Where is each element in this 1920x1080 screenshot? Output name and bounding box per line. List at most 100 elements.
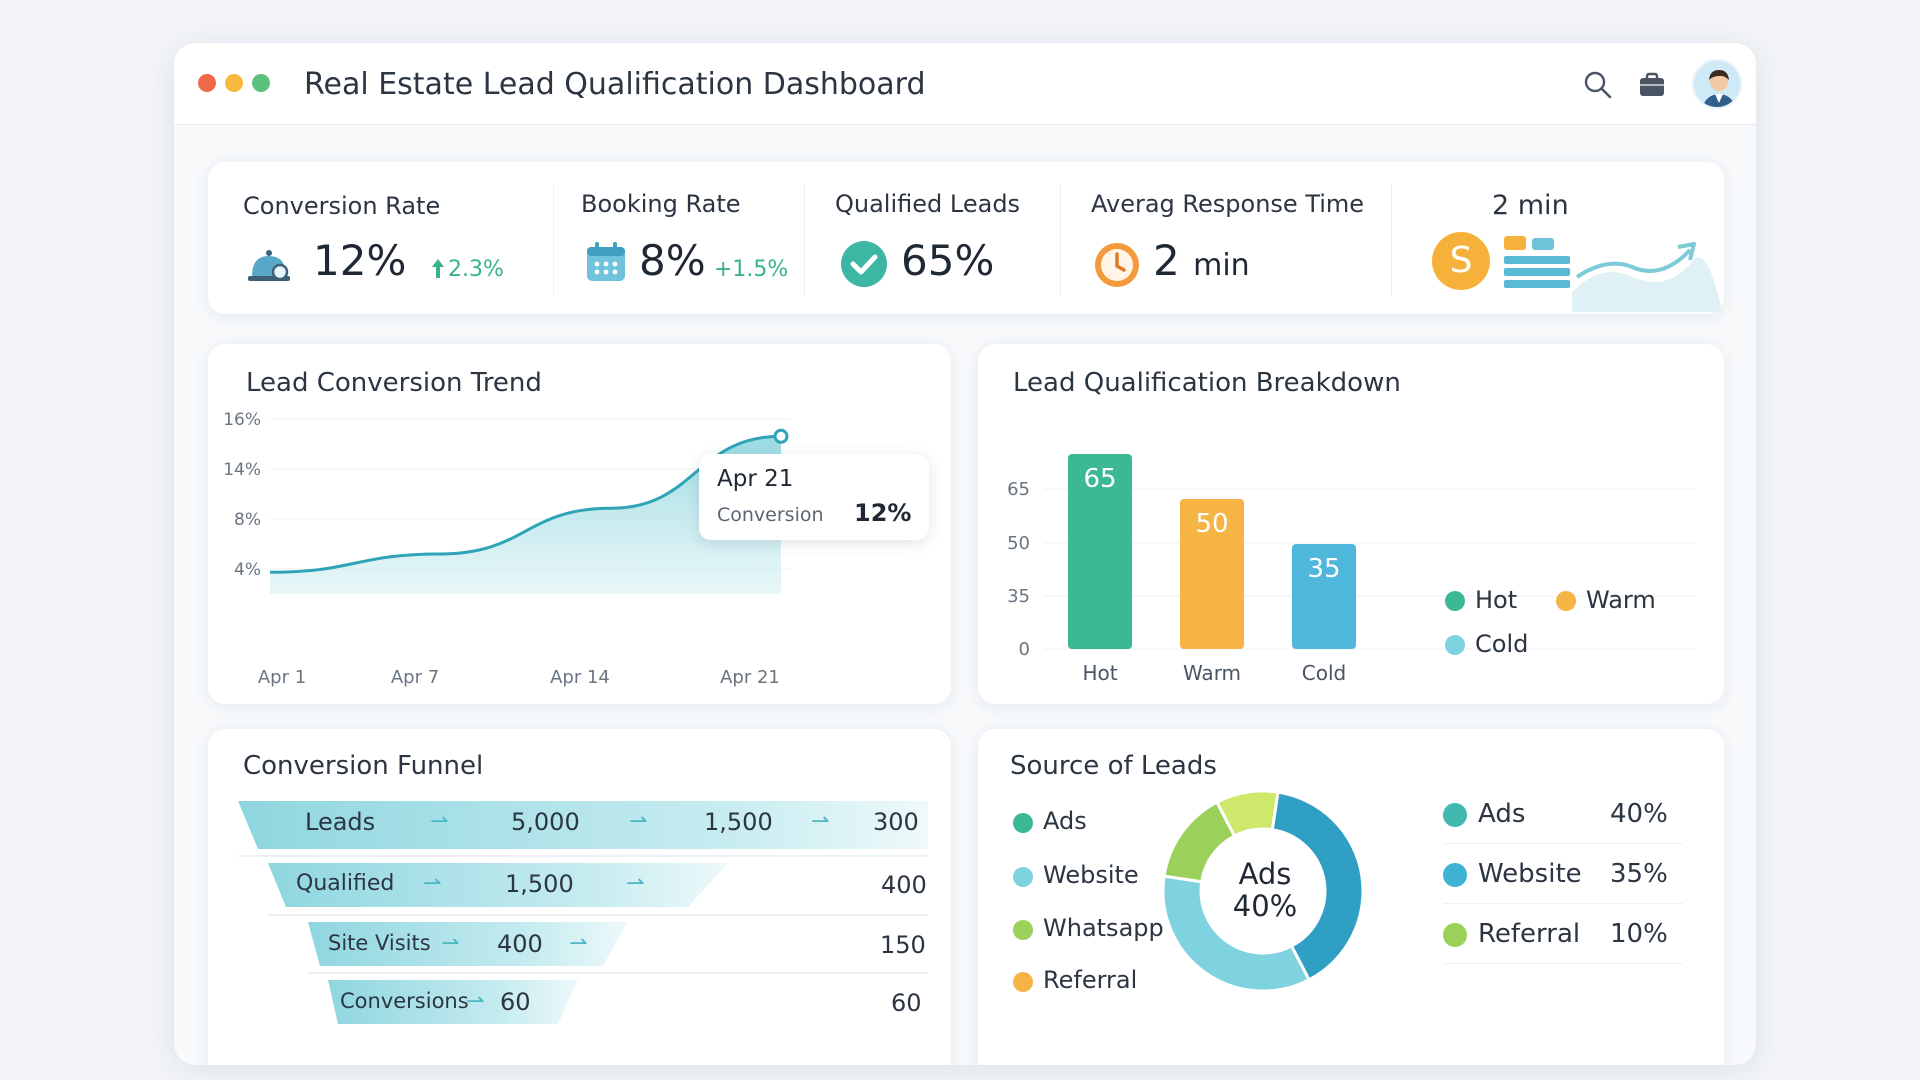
y-tick-label: 14%	[223, 460, 261, 480]
funnel-label-leads: Leads	[305, 808, 376, 836]
funnel-end-value: 400	[881, 871, 927, 899]
funnel-value: 60	[500, 988, 531, 1016]
donut-center-value: 40%	[1232, 889, 1298, 923]
response-value: 2	[1153, 236, 1180, 285]
x-tick-label: Warm	[1183, 661, 1241, 685]
funnel-value: 5,000	[511, 808, 580, 836]
legend-dot-referral	[1443, 923, 1467, 947]
x-tick-label: Apr 21	[720, 667, 780, 688]
calendar-icon	[587, 242, 625, 281]
kpi-conversion-rate: Conversion Rate 12% 2.3%	[208, 162, 553, 316]
tooltip-label: Conversion	[717, 504, 824, 526]
minimize-window-button[interactable]	[225, 74, 243, 92]
funnel-value: 1,500	[505, 870, 574, 898]
kpi-response-time: Averag Response Time 2 min	[1061, 162, 1391, 316]
arrow-right-icon: ⇀	[441, 931, 460, 956]
legend-label-ads: Ads	[1043, 807, 1087, 835]
bar-cold	[1292, 544, 1356, 649]
source-donut-chart[interactable]	[978, 729, 1726, 1066]
title-bar: Real Estate Lead Qualification Dashboard	[174, 43, 1756, 125]
lead-conversion-trend-card: Lead Conversion Trend 4% 8% 14% 16% Apr 1 Apr…	[207, 343, 952, 705]
kpi-label: Averag Response Time	[1091, 190, 1365, 218]
response-unit: min	[1193, 248, 1250, 283]
x-tick-label: Apr 1	[258, 667, 306, 688]
x-tick-label: Apr 14	[550, 667, 610, 688]
y-tick-label: 16%	[223, 410, 261, 430]
panel-title: Lead Conversion Trend	[246, 368, 542, 398]
dashboard-window: Real Estate Lead Qualification Dashboard…	[173, 42, 1757, 1066]
chart-tooltip: Apr 21 Conversion 12%	[699, 454, 929, 540]
y-tick-label: 4%	[234, 560, 261, 580]
legend-dot-ads	[1013, 813, 1033, 833]
legend-dot-whatsapp	[1013, 920, 1033, 940]
briefcase-icon[interactable]	[1636, 69, 1668, 101]
user-icon	[1694, 61, 1740, 107]
legend-dot-hot	[1445, 591, 1465, 611]
legend-value-ads: 40%	[1610, 799, 1668, 829]
bar-warm	[1180, 499, 1244, 649]
bar-value-label: 50	[1195, 509, 1228, 539]
arrow-right-icon: ⇀	[629, 809, 648, 834]
legend-label-referral: Referral	[1043, 966, 1138, 994]
arrow-right-icon: ⇀	[466, 989, 485, 1014]
y-tick-label: 8%	[234, 510, 261, 530]
trend-sparkline-icon	[1572, 242, 1722, 312]
legend-dot-website	[1013, 867, 1033, 887]
y-tick-label: 35	[1007, 586, 1030, 607]
legend-value-website: 35%	[1610, 859, 1668, 889]
kpi-value: 8%	[639, 236, 706, 285]
kpi-booking-rate: Booking Rate 8% +1.5%	[554, 162, 804, 316]
tooltip-date: Apr 21	[717, 466, 794, 492]
user-avatar[interactable]	[1692, 59, 1742, 109]
divider	[1060, 184, 1061, 296]
kpi-label: 2 min	[1492, 190, 1569, 221]
kpi-value: 65%	[901, 236, 995, 285]
legend-label-website: Website	[1043, 861, 1139, 889]
funnel-end-value: 60	[891, 989, 922, 1017]
funnel-end-value: 150	[880, 931, 926, 959]
arrow-right-icon: ⇀	[626, 871, 645, 896]
x-tick-label: Cold	[1302, 661, 1346, 685]
y-tick-label: 0	[1019, 639, 1030, 660]
search-icon[interactable]	[1582, 69, 1614, 101]
legend-label-warm: Warm	[1586, 586, 1656, 614]
panel-title: Source of Leads	[1010, 751, 1217, 781]
y-tick-label: 65	[1007, 479, 1030, 500]
arrow-right-icon: ⇀	[430, 809, 449, 834]
kpi-delta: +1.5%	[714, 257, 789, 282]
y-tick-label: 50	[1007, 533, 1030, 554]
legend-dot-ads	[1443, 803, 1467, 827]
trend-point-highlight	[773, 428, 789, 444]
trend-area	[270, 436, 781, 594]
list-icon	[1504, 236, 1570, 288]
bar-value-label: 35	[1307, 554, 1340, 584]
kpi-label: Booking Rate	[581, 190, 741, 218]
legend-label-referral: Referral	[1478, 919, 1581, 949]
legend-dot-warm	[1556, 591, 1576, 611]
trend-chart[interactable]: 4% 8% 14% 16% Apr 1 Apr 7 Apr 14 Apr 21	[208, 344, 953, 706]
panel-title: Conversion Funnel	[243, 751, 484, 781]
x-tick-label: Apr 7	[391, 667, 439, 688]
coin-icon: S	[1432, 232, 1490, 290]
donut-slice-ads	[1270, 790, 1365, 982]
arrow-up-icon	[432, 259, 444, 278]
breakdown-chart[interactable]: 0 35 50 65 65 Hot 50 Warm 35 Cold	[978, 344, 1726, 706]
arrow-right-icon: ⇀	[811, 809, 830, 834]
bar-hot	[1068, 454, 1132, 649]
divider	[553, 184, 554, 296]
maximize-window-button[interactable]	[252, 74, 270, 92]
kpi-value: 2 min	[1153, 236, 1250, 285]
kpi-extra: 2 min S	[1392, 162, 1726, 316]
kpi-label: Conversion Rate	[243, 192, 441, 220]
lead-breakdown-card: Lead Qualification Breakdown 0 35 50 65 65 Ho…	[977, 343, 1725, 705]
panel-title: Lead Qualification Breakdown	[1013, 368, 1401, 398]
legend-label-hot: Hot	[1475, 586, 1518, 614]
kpi-value: 12%	[313, 236, 407, 285]
legend-label-ads: Ads	[1478, 799, 1526, 829]
kpi-delta: 2.3%	[448, 257, 504, 282]
divider	[1443, 843, 1683, 844]
close-window-button[interactable]	[198, 74, 216, 92]
arrow-right-icon: ⇀	[569, 931, 588, 956]
funnel-label-qualified: Qualified	[296, 871, 395, 896]
funnel-label-site-visits: Site Visits	[328, 931, 431, 955]
